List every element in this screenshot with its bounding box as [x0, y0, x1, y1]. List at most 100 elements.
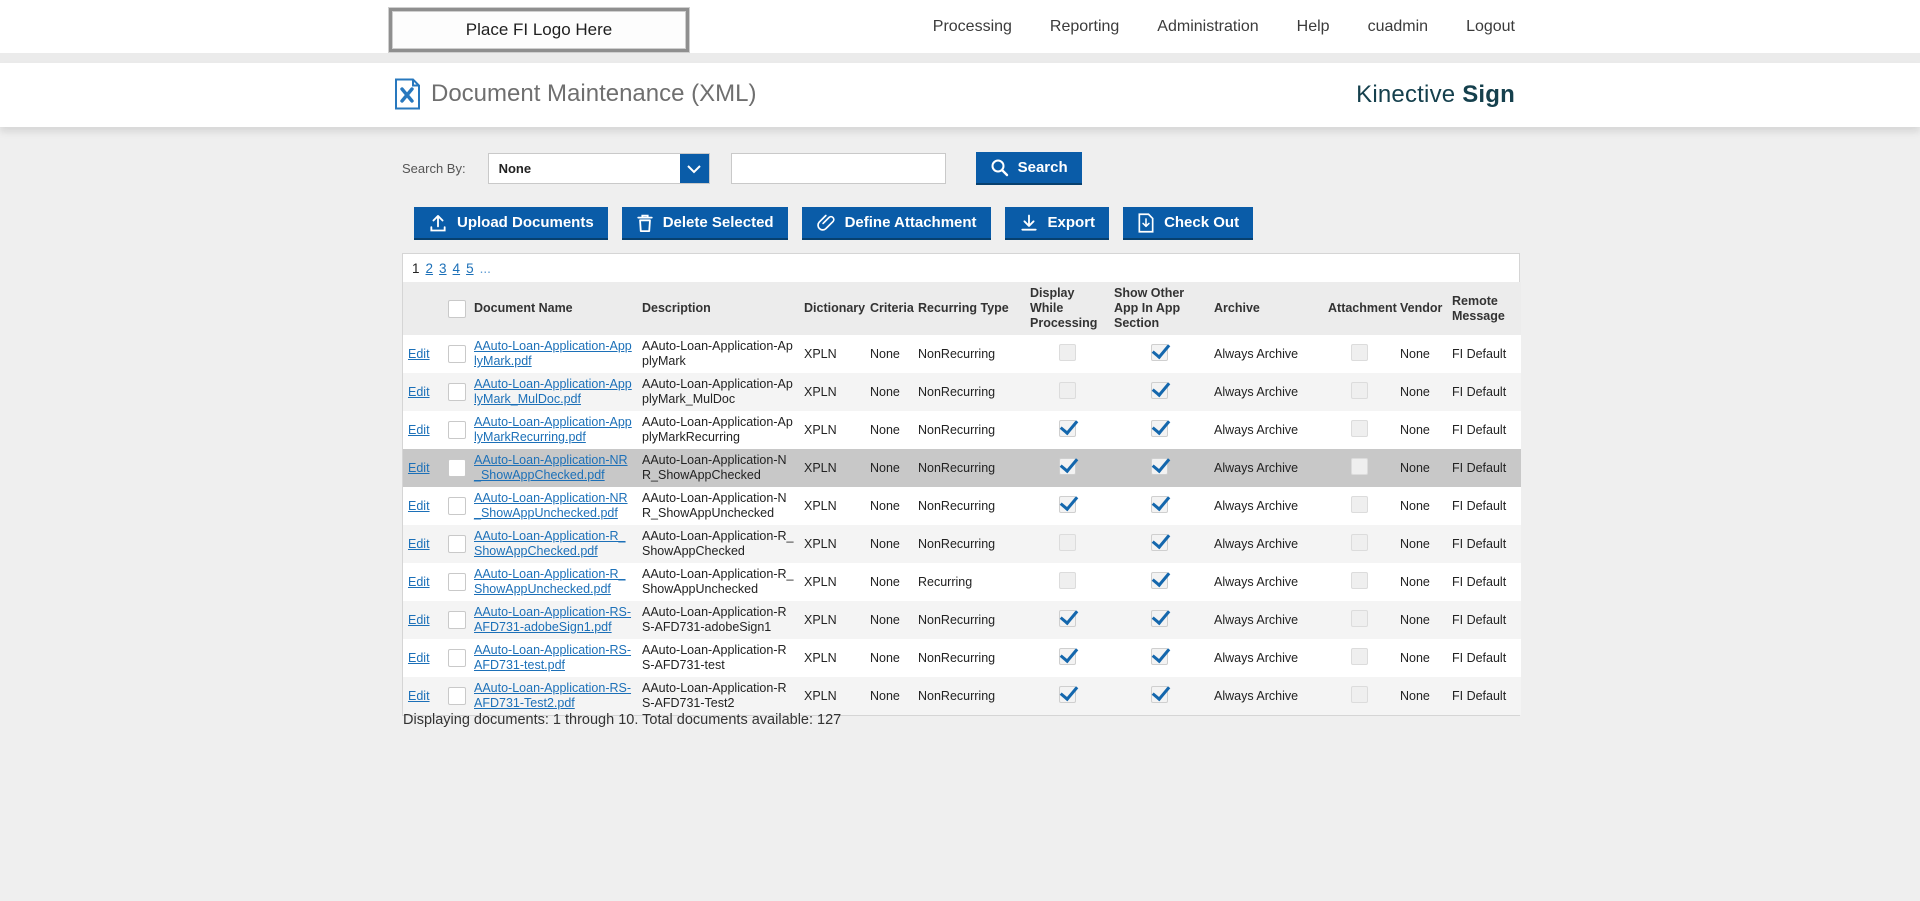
pagination-page-3[interactable]: 3 [439, 261, 447, 276]
search-by-label: Search By: [402, 161, 466, 176]
row-checkbox[interactable] [448, 573, 466, 591]
show-other-app-checkbox[interactable] [1150, 381, 1168, 399]
edit-link[interactable]: Edit [408, 422, 430, 437]
edit-link[interactable]: Edit [408, 688, 430, 703]
show-other-app-checkbox[interactable] [1150, 571, 1168, 589]
display-while-processing-checkbox[interactable] [1058, 647, 1076, 665]
show-other-app-checkbox[interactable] [1150, 419, 1168, 437]
pagination-more[interactable]: ... [479, 261, 491, 276]
row-checkbox[interactable] [448, 687, 466, 705]
attachment-checkbox[interactable] [1350, 571, 1368, 589]
attachment-checkbox[interactable] [1350, 495, 1368, 513]
check-out-button[interactable]: Check Out [1123, 207, 1254, 240]
dictionary-value: XPLN [804, 346, 837, 361]
search-button[interactable]: Search [975, 152, 1082, 185]
document-name-link[interactable]: AAuto-Loan-Application-R_ShowAppChecked.… [474, 529, 626, 558]
display-while-processing-checkbox[interactable] [1058, 381, 1076, 399]
show-other-app-checkbox[interactable] [1150, 647, 1168, 665]
nav-item-processing[interactable]: Processing [932, 17, 1012, 35]
attachment-checkbox[interactable] [1350, 381, 1368, 399]
row-checkbox[interactable] [448, 421, 466, 439]
search-input[interactable] [730, 153, 946, 184]
display-while-processing-checkbox[interactable] [1058, 685, 1076, 703]
vendor-value: None [1400, 574, 1430, 589]
attachment-checkbox[interactable] [1350, 647, 1368, 665]
display-while-processing-checkbox[interactable] [1058, 571, 1076, 589]
attachment-checkbox[interactable] [1350, 609, 1368, 627]
row-checkbox[interactable] [448, 459, 466, 477]
edit-link[interactable]: Edit [408, 612, 430, 627]
document-name-link[interactable]: AAuto-Loan-Application-RS-AFD731-adobeSi… [474, 605, 632, 634]
row-checkbox[interactable] [448, 383, 466, 401]
remote-message-value: FI Default [1452, 460, 1507, 475]
document-name-link[interactable]: AAuto-Loan-Application-NR_ShowAppUncheck… [474, 491, 628, 520]
row-checkbox[interactable] [448, 535, 466, 553]
row-checkbox[interactable] [448, 345, 466, 363]
edit-link[interactable]: Edit [408, 346, 430, 361]
document-name-link[interactable]: AAuto-Loan-Application-ApplyMark.pdf [474, 339, 632, 368]
document-name-link[interactable]: AAuto-Loan-Application-ApplyMarkRecurrin… [474, 415, 632, 444]
pagination-page-5[interactable]: 5 [466, 261, 474, 276]
show-other-app-checkbox[interactable] [1150, 609, 1168, 627]
edit-link[interactable]: Edit [408, 384, 430, 399]
row-checkbox[interactable] [448, 497, 466, 515]
show-other-app-checkbox[interactable] [1150, 495, 1168, 513]
criteria-value: None [870, 384, 900, 399]
edit-link[interactable]: Edit [408, 650, 430, 665]
pagination-page-4[interactable]: 4 [452, 261, 461, 276]
criteria-value: None [870, 460, 900, 475]
show-other-app-checkbox[interactable] [1150, 685, 1168, 703]
row-checkbox[interactable] [448, 649, 466, 667]
display-while-processing-checkbox[interactable] [1058, 457, 1076, 475]
display-while-processing-checkbox[interactable] [1058, 609, 1076, 627]
search-by-select[interactable]: None [487, 153, 710, 184]
archive-value: Always Archive [1214, 384, 1299, 399]
show-other-app-checkbox[interactable] [1150, 457, 1168, 475]
display-while-processing-checkbox[interactable] [1058, 495, 1076, 513]
document-name-link[interactable]: AAuto-Loan-Application-R_ShowAppUnchecke… [474, 567, 626, 596]
edit-link[interactable]: Edit [408, 498, 430, 513]
document-description: AAuto-Loan-Application-R_ShowAppChecked [642, 529, 794, 558]
define-attachment-button[interactable]: Define Attachment [801, 207, 991, 240]
document-name-link[interactable]: AAuto-Loan-Application-RS-AFD731-Test2.p… [474, 681, 632, 710]
criteria-value: None [870, 498, 900, 513]
brand-logo: Kinective Sign [1356, 81, 1515, 109]
recurring-type-value: NonRecurring [918, 612, 996, 627]
show-other-app-checkbox[interactable] [1150, 533, 1168, 551]
display-while-processing-checkbox[interactable] [1058, 343, 1076, 361]
select-all-checkbox[interactable] [448, 299, 466, 318]
attachment-checkbox[interactable] [1350, 343, 1368, 361]
search-by-selected-value: None [498, 161, 532, 176]
pagination-page-2[interactable]: 2 [425, 261, 434, 276]
nav-item-administration[interactable]: Administration [1157, 17, 1259, 35]
row-checkbox[interactable] [448, 611, 466, 629]
document-name-link[interactable]: AAuto-Loan-Application-ApplyMark_MulDoc.… [474, 377, 632, 406]
display-while-processing-checkbox[interactable] [1058, 419, 1076, 437]
nav-item-logout[interactable]: Logout [1466, 17, 1515, 35]
vendor-value: None [1400, 498, 1430, 513]
edit-link[interactable]: Edit [408, 574, 430, 589]
criteria-value: None [870, 688, 900, 703]
document-row: Edit AAuto-Loan-Application-ApplyMark_Mu… [403, 373, 1521, 411]
edit-link[interactable]: Edit [408, 536, 430, 551]
nav-item-reporting[interactable]: Reporting [1049, 17, 1120, 35]
export-button[interactable]: Export [1004, 207, 1110, 240]
document-name-link[interactable]: AAuto-Loan-Application-NR_ShowAppChecked… [474, 453, 628, 482]
attachment-checkbox[interactable] [1350, 685, 1368, 703]
nav-item-cuadmin[interactable]: cuadmin [1367, 17, 1429, 35]
document-name-link[interactable]: AAuto-Loan-Application-RS-AFD731-test.pd… [474, 643, 632, 672]
document-row: Edit AAuto-Loan-Application-ApplyMark.pd… [403, 335, 1521, 373]
edit-link[interactable]: Edit [408, 460, 430, 475]
display-while-processing-checkbox[interactable] [1058, 533, 1076, 551]
nav-item-help[interactable]: Help [1296, 17, 1330, 35]
upload-documents-button[interactable]: Upload Documents [414, 207, 608, 240]
delete-selected-button[interactable]: Delete Selected [621, 207, 788, 240]
attachment-checkbox[interactable] [1350, 457, 1368, 475]
attachment-checkbox[interactable] [1350, 419, 1368, 437]
attachment-checkbox[interactable] [1350, 533, 1368, 551]
chevron-down-icon[interactable] [679, 154, 709, 183]
document-row: Edit AAuto-Loan-Application-R_ShowAppChe… [403, 525, 1521, 563]
show-other-app-checkbox[interactable] [1150, 343, 1168, 361]
archive-value: Always Archive [1214, 650, 1299, 665]
remote-message-value: FI Default [1452, 688, 1507, 703]
